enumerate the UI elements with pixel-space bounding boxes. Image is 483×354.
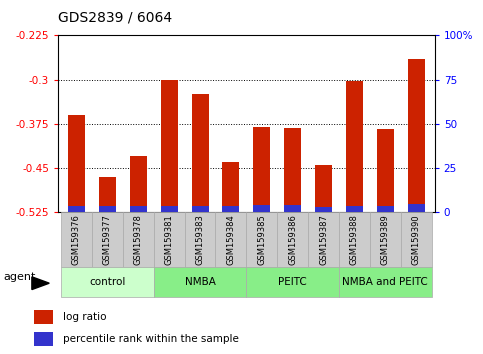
- Bar: [284, 128, 301, 212]
- Bar: [308, 212, 339, 267]
- Text: GSM159384: GSM159384: [227, 214, 235, 265]
- Text: PEITC: PEITC: [278, 277, 307, 287]
- Bar: [61, 212, 92, 267]
- Text: log ratio: log ratio: [63, 312, 106, 322]
- Text: GSM159388: GSM159388: [350, 214, 359, 265]
- Bar: [154, 267, 246, 297]
- Bar: [346, 206, 363, 212]
- Bar: [192, 206, 209, 212]
- Text: GSM159390: GSM159390: [412, 214, 421, 265]
- Text: NMBA: NMBA: [185, 277, 215, 287]
- Bar: [253, 205, 270, 212]
- Bar: [284, 205, 301, 212]
- Text: NMBA and PEITC: NMBA and PEITC: [342, 277, 428, 287]
- Text: GSM159376: GSM159376: [72, 214, 81, 265]
- Bar: [34, 310, 53, 324]
- Text: agent: agent: [3, 272, 35, 282]
- Text: GSM159387: GSM159387: [319, 214, 328, 265]
- Bar: [68, 115, 85, 212]
- Text: GSM159381: GSM159381: [165, 214, 173, 265]
- Bar: [154, 212, 185, 267]
- Text: GSM159389: GSM159389: [381, 214, 390, 265]
- Text: percentile rank within the sample: percentile rank within the sample: [63, 333, 239, 344]
- Bar: [99, 177, 116, 212]
- Bar: [130, 156, 147, 212]
- Polygon shape: [32, 277, 49, 290]
- Bar: [99, 206, 116, 212]
- Bar: [339, 267, 432, 297]
- Text: GSM159377: GSM159377: [103, 214, 112, 265]
- Bar: [61, 267, 154, 297]
- Text: GSM159378: GSM159378: [134, 214, 143, 265]
- Bar: [92, 212, 123, 267]
- Bar: [185, 212, 215, 267]
- Bar: [377, 129, 394, 212]
- Text: GSM159385: GSM159385: [257, 214, 266, 265]
- Text: GSM159386: GSM159386: [288, 214, 297, 265]
- Bar: [222, 206, 240, 212]
- Bar: [192, 95, 209, 212]
- Text: GDS2839 / 6064: GDS2839 / 6064: [58, 11, 172, 25]
- Bar: [68, 206, 85, 212]
- Bar: [370, 212, 401, 267]
- Bar: [377, 206, 394, 212]
- Text: control: control: [89, 277, 126, 287]
- Bar: [408, 205, 425, 212]
- Text: GSM159383: GSM159383: [196, 214, 204, 265]
- Bar: [408, 59, 425, 212]
- Bar: [161, 80, 178, 212]
- Bar: [215, 212, 246, 267]
- Bar: [346, 81, 363, 212]
- Bar: [253, 127, 270, 212]
- Bar: [130, 206, 147, 212]
- Bar: [339, 212, 370, 267]
- Bar: [123, 212, 154, 267]
- Bar: [161, 206, 178, 212]
- Bar: [315, 165, 332, 212]
- Bar: [401, 212, 432, 267]
- Bar: [246, 267, 339, 297]
- Bar: [34, 332, 53, 346]
- Bar: [222, 162, 240, 212]
- Bar: [246, 212, 277, 267]
- Bar: [315, 207, 332, 212]
- Bar: [277, 212, 308, 267]
